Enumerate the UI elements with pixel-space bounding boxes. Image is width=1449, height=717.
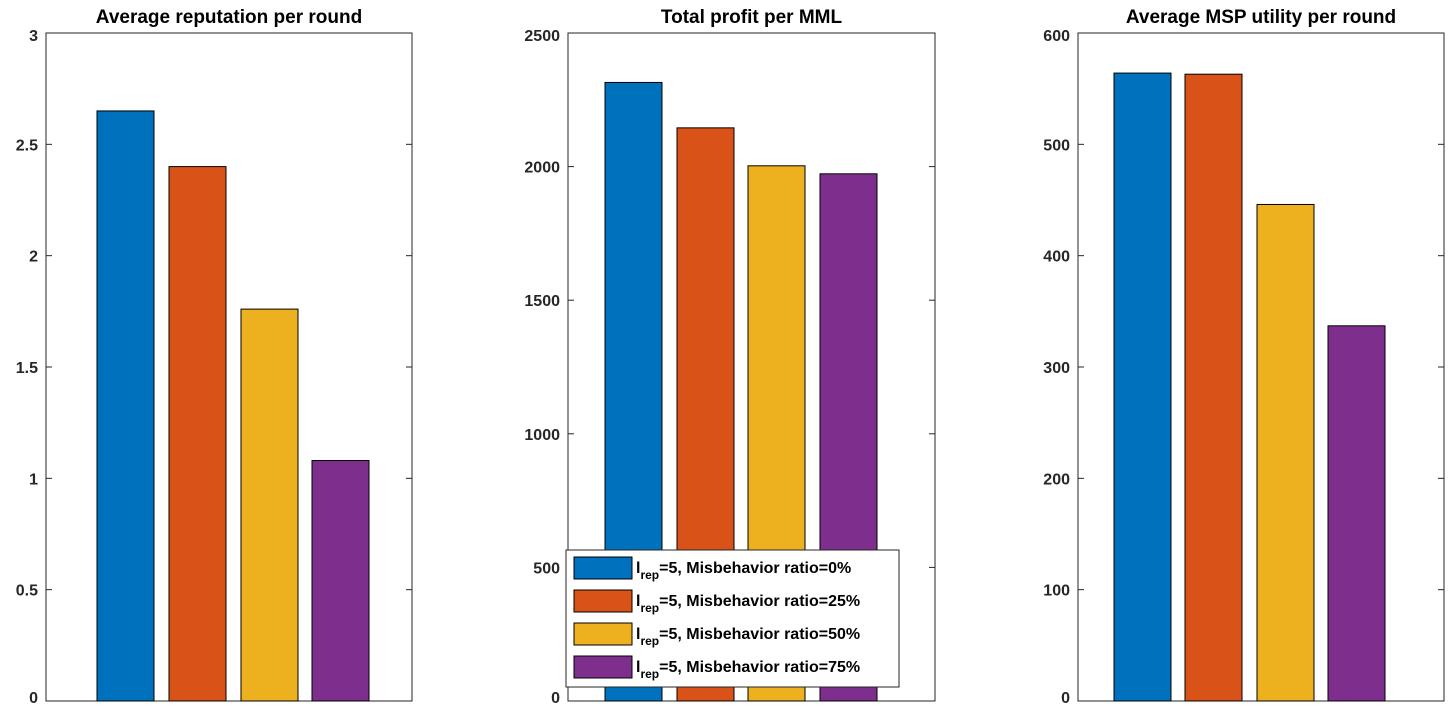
legend-label-2: lrep=5, Misbehavior ratio=25% — [636, 593, 860, 615]
bar-2 — [1184, 73, 1243, 702]
subplot-3: 0 100 200 300 400 500 600 Average MSP utility p… — [1043, 7, 1445, 707]
y-tick-label: 1000 — [524, 427, 560, 444]
subplot-1: 0 0.5 1 1.5 2 2.5 3 Average reputation per roun… — [16, 7, 413, 707]
legend-swatch-3 — [573, 622, 633, 646]
bar-3 — [1256, 203, 1315, 702]
bar-4 — [311, 460, 370, 702]
chart-title: Average MSP utility per round — [1126, 7, 1396, 28]
y-tick-label: 1 — [29, 471, 38, 488]
y-tick-label: 0 — [551, 690, 560, 707]
legend-swatch-2 — [573, 589, 633, 613]
legend-swatch-1 — [573, 556, 633, 580]
y-tick-label: 0 — [1061, 690, 1070, 707]
y-tick-label: 600 — [1043, 28, 1070, 45]
bar-3 — [240, 308, 299, 702]
y-tick-label: 200 — [1043, 471, 1070, 488]
y-tick-label: 500 — [533, 560, 560, 577]
chart-title: Average reputation per round — [96, 7, 362, 28]
y-tick-label: 100 — [1043, 583, 1070, 600]
y-tick-label: 3 — [29, 28, 38, 45]
y-tick-label: 2000 — [524, 160, 560, 177]
legend: lrep=5, Misbehavior ratio=0% lrep=5, Misb… — [565, 549, 900, 688]
legend-label-1: lrep=5, Misbehavior ratio=0% — [636, 560, 851, 582]
y-tick-label: 500 — [1043, 137, 1070, 154]
y-tick-label: 2500 — [524, 28, 560, 45]
chart-title: Total profit per MML — [661, 7, 843, 28]
bar-2 — [168, 166, 227, 702]
y-tick-label: 2 — [29, 249, 38, 266]
y-tick-label: 1.5 — [16, 360, 38, 377]
y-tick-label: 0.5 — [16, 583, 38, 600]
subplot-2: 0 500 1000 1500 2000 2500 Total profit per MML… — [524, 7, 936, 707]
legend-swatch-4 — [573, 655, 633, 679]
y-tick-label: 1500 — [524, 293, 560, 310]
bar-1 — [96, 110, 155, 702]
y-tick-label: 2.5 — [16, 137, 38, 154]
bar-1 — [1113, 72, 1172, 702]
legend-label-4: lrep=5, Misbehavior ratio=75% — [636, 659, 860, 681]
y-tick-label: 400 — [1043, 249, 1070, 266]
y-tick-label: 300 — [1043, 360, 1070, 377]
legend-label-3: lrep=5, Misbehavior ratio=50% — [636, 626, 860, 648]
y-tick-label: 0 — [29, 690, 38, 707]
bar-4 — [1327, 325, 1386, 702]
